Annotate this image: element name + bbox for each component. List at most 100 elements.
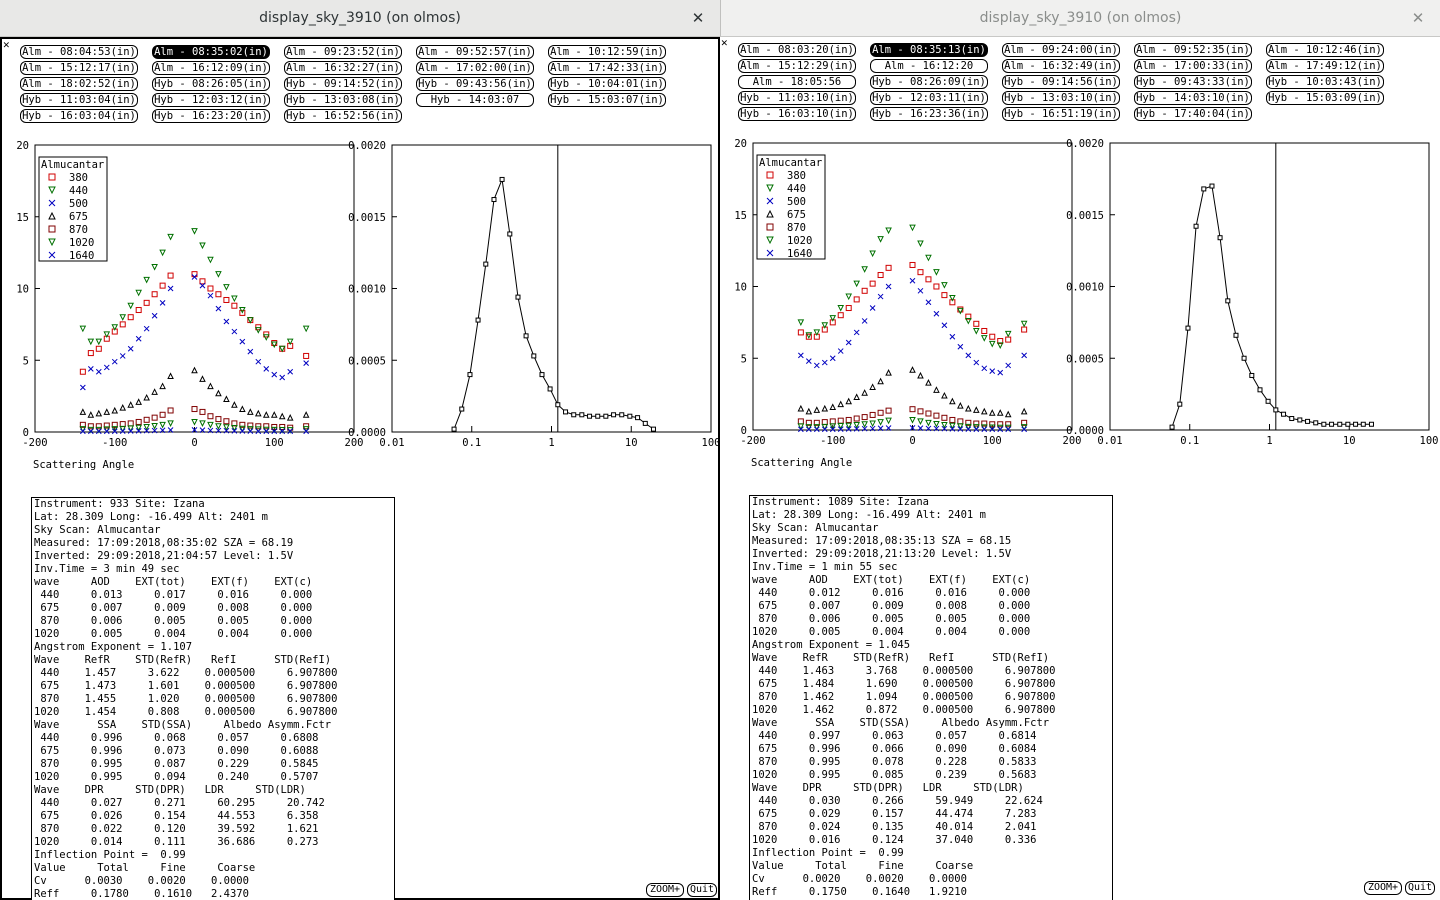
zoom-button[interactable]: ZOOM+: [646, 883, 684, 897]
data-point: [239, 425, 246, 433]
data-point: [941, 292, 948, 299]
scan-button[interactable]: Alm - 15:12:17(in): [20, 61, 138, 75]
data-point: [143, 416, 150, 423]
scan-button[interactable]: Hyb - 15:03:09(in): [1266, 91, 1384, 105]
scan-button[interactable]: Hyb - 15:03:07(in): [548, 93, 666, 107]
data-point: [255, 428, 262, 435]
data-point: [853, 415, 860, 422]
data-point: [813, 406, 821, 413]
scan-button[interactable]: Hyb - 12:03:11(in): [870, 91, 988, 105]
scan-button[interactable]: Alm - 16:32:27(in): [284, 61, 402, 75]
data-point: [159, 382, 166, 390]
quit-button[interactable]: Quit: [1405, 881, 1435, 895]
data-point: [199, 408, 206, 415]
x-axis-label: Scattering Angle: [33, 459, 134, 471]
data-point: [989, 368, 996, 375]
legend-label: 870: [69, 224, 88, 236]
legend-marker: [766, 184, 774, 193]
scan-button[interactable]: Hyb - 10:03:43(in): [1266, 75, 1384, 89]
scan-button[interactable]: Hyb - 08:26:09(in): [870, 75, 988, 89]
scan-button[interactable]: Alm - 18:02:52(in): [20, 77, 138, 91]
data-point: [286, 338, 294, 346]
scan-button[interactable]: Alm - 08:04:53(in): [20, 45, 138, 59]
report-line: 870 0.995 0.078 0.228 0.5833: [752, 756, 1037, 768]
data-point: [278, 412, 286, 420]
scan-button[interactable]: Alm - 10:12:46(in): [1266, 43, 1384, 57]
scan-button[interactable]: Hyb - 14:03:07: [416, 93, 534, 107]
data-point: [95, 409, 103, 417]
data-point: [215, 427, 222, 434]
data-point: [111, 428, 118, 435]
scan-button[interactable]: Hyb - 14:03:10(in): [1134, 91, 1252, 105]
size-x-tick-label: 0.01: [1097, 435, 1122, 447]
scan-button[interactable]: Alm - 17:42:33(in): [548, 61, 666, 75]
data-point: [231, 401, 238, 408]
close-icon[interactable]: ✕: [1411, 9, 1425, 27]
scan-button[interactable]: Alm - 09:24:00(in): [1002, 43, 1120, 57]
scan-button[interactable]: Hyb - 16:23:36(in): [870, 107, 988, 121]
size-point: [499, 176, 505, 182]
corner-close-icon[interactable]: ✕: [3, 38, 10, 51]
report-line: 440 0.012 0.016 0.016 0.000: [752, 587, 1031, 599]
scan-button[interactable]: Alm - 17:00:33(in): [1134, 59, 1252, 73]
scan-button[interactable]: Hyb - 13:03:08(in): [284, 93, 402, 107]
corner-close-icon[interactable]: ✕: [721, 36, 728, 49]
data-point: [191, 228, 198, 235]
data-point: [271, 371, 278, 378]
scan-button[interactable]: Alm - 10:12:59(in): [548, 45, 666, 59]
report-line: Inverted: 29:09:2018,21:04:57 Level: 1.5…: [34, 550, 294, 562]
data-point: [103, 422, 110, 429]
scan-button[interactable]: Alm - 16:12:09(in): [152, 61, 270, 75]
scan-button[interactable]: Hyb - 09:43:56(in): [416, 77, 534, 91]
scan-button[interactable]: Hyb - 12:03:12(in): [152, 93, 270, 107]
data-point: [199, 282, 206, 289]
data-point: [869, 383, 876, 390]
scan-button[interactable]: Hyb - 11:03:04(in): [20, 93, 138, 107]
scan-button[interactable]: Alm - 16:32:49(in): [1002, 59, 1120, 73]
data-point: [957, 426, 964, 432]
scan-button[interactable]: Alm - 17:02:00(in): [416, 61, 534, 75]
scan-button[interactable]: Hyb - 09:14:52(in): [284, 77, 402, 91]
series-500: [79, 274, 310, 391]
close-icon[interactable]: ✕: [691, 9, 705, 27]
scan-button[interactable]: Alm - 08:35:13(in): [870, 43, 988, 57]
scan-button[interactable]: Alm - 16:12:20: [870, 59, 988, 73]
scan-button[interactable]: Hyb - 16:23:20(in): [152, 109, 270, 123]
size-point: [611, 412, 617, 418]
scan-button[interactable]: Alm - 17:49:12(in): [1266, 59, 1384, 73]
scan-button[interactable]: Hyb - 16:03:10(in): [738, 107, 856, 121]
scan-button[interactable]: Hyb - 17:40:04(in): [1134, 107, 1252, 121]
quit-button[interactable]: Quit: [687, 883, 717, 897]
scan-button[interactable]: Alm - 15:12:29(in): [738, 59, 856, 73]
data-point: [159, 411, 166, 418]
size-point: [635, 415, 641, 421]
scan-button[interactable]: Alm - 09:23:52(in): [284, 45, 402, 59]
scan-button[interactable]: Alm - 09:52:57(in): [416, 45, 534, 59]
data-point: [119, 425, 127, 433]
size-point: [1193, 223, 1199, 229]
window-title-bar[interactable]: display_sky_3910 (on olmos) ✕: [0, 0, 720, 37]
x-tick-label: 200: [1063, 435, 1082, 447]
data-point: [215, 389, 222, 397]
scan-button[interactable]: Hyb - 16:03:04(in): [20, 109, 138, 123]
size-y-tick-label: 0.0005: [348, 355, 386, 367]
scan-button[interactable]: Hyb - 09:14:56(in): [1002, 75, 1120, 89]
scan-button[interactable]: Alm - 08:03:20(in): [738, 43, 856, 57]
scan-button[interactable]: Alm - 08:35:02(in): [152, 45, 270, 59]
scan-button[interactable]: Alm - 18:05:56: [738, 75, 856, 89]
scan-button[interactable]: Alm - 09:52:35(in): [1134, 43, 1252, 57]
scan-button[interactable]: Hyb - 13:03:10(in): [1002, 91, 1120, 105]
zoom-button[interactable]: ZOOM+: [1364, 881, 1402, 895]
data-point: [207, 427, 214, 434]
scan-button[interactable]: Hyb - 10:04:01(in): [548, 77, 666, 91]
data-point: [159, 427, 166, 434]
scan-button[interactable]: Hyb - 16:51:19(in): [1002, 107, 1120, 121]
scan-button[interactable]: Hyb - 16:52:56(in): [284, 109, 402, 123]
scan-button[interactable]: Hyb - 09:43:33(in): [1134, 75, 1252, 89]
scan-button[interactable]: Hyb - 11:03:10(in): [738, 91, 856, 105]
window-title-bar[interactable]: display_sky_3910 (on olmos) ✕: [720, 0, 1440, 37]
scan-button[interactable]: Hyb - 08:26:05(in): [152, 77, 270, 91]
data-point: [1020, 320, 1028, 328]
data-point: [207, 413, 214, 420]
y-tick-label: 0: [741, 425, 747, 437]
